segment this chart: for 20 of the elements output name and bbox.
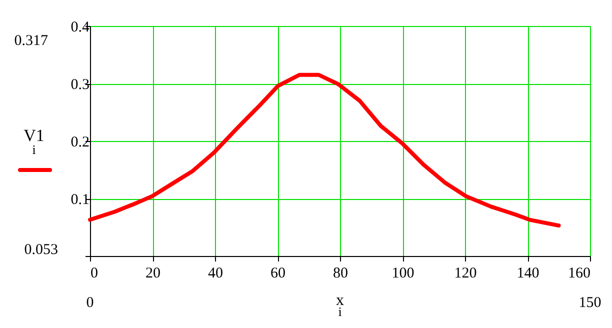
x-tick-label: 0: [90, 266, 98, 282]
line-series: [88, 72, 561, 228]
y-tick-label: 0.3: [70, 77, 90, 93]
x-tick-label: 140: [516, 266, 540, 282]
x-axis-title: xi: [336, 292, 344, 319]
x-tick-label: 40: [208, 266, 223, 282]
text: 0: [86, 295, 94, 311]
x-tick-label: 160: [568, 266, 590, 282]
x-tick-label: 100: [392, 266, 414, 282]
text: 0.053: [24, 242, 58, 258]
text: 150: [578, 295, 602, 311]
text: V1i: [24, 126, 44, 157]
x-tick-label: 120: [454, 266, 477, 282]
y-tick-label: 0.1: [70, 192, 90, 208]
x-tick-label: 20: [146, 266, 160, 282]
x-tick-label: 60: [270, 266, 286, 282]
y-tick-label: 0.4: [70, 20, 90, 36]
text: 0.317: [14, 33, 48, 49]
x-tick-label: 80: [333, 266, 348, 282]
y-tick-label: 0.2: [70, 134, 90, 150]
